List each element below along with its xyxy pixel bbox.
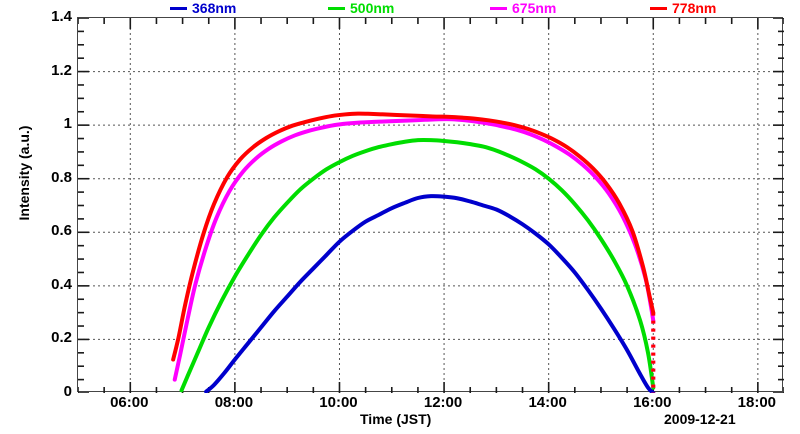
- x-tick-label: 06:00: [110, 394, 149, 411]
- legend-swatch-icon: [490, 7, 507, 10]
- y-tick-label: 0.4: [51, 275, 72, 293]
- chart-legend: 368nm 500nm 675nm 778nm: [0, 0, 800, 17]
- legend-swatch-icon: [170, 7, 187, 10]
- legend-swatch-icon: [650, 7, 667, 10]
- y-tick-label: 1.4: [51, 8, 72, 25]
- series-368nm: [204, 194, 656, 395]
- legend-item-500nm: 500nm: [328, 0, 394, 17]
- y-tick-label: 0.2: [51, 329, 72, 347]
- legend-item-778nm: 778nm: [650, 0, 716, 17]
- plot-canvas: [77, 17, 785, 395]
- series-778nm: [171, 111, 656, 393]
- chart-svg: [77, 17, 785, 395]
- x-axis-title: Time (JST): [360, 411, 432, 427]
- legend-label: 500nm: [350, 0, 395, 16]
- series-line-500nm: [179, 137, 656, 393]
- x-tick-label: 10:00: [319, 394, 358, 411]
- x-tick-label: 16:00: [633, 394, 672, 411]
- x-tick-label: 18:00: [737, 394, 777, 411]
- series-line-368nm: [204, 194, 656, 395]
- legend-label: 675nm: [512, 0, 557, 16]
- legend-label: 778nm: [672, 0, 717, 16]
- y-tick-label: 1: [63, 115, 72, 133]
- y-tick-label: 0.6: [51, 222, 72, 240]
- legend-item-368nm: 368nm: [170, 0, 236, 17]
- legend-label: 368nm: [192, 0, 237, 16]
- series-line-675nm: [172, 117, 656, 382]
- y-tick-label: 1.2: [51, 61, 72, 79]
- legend-swatch-icon: [328, 7, 345, 10]
- legend-item-675nm: 675nm: [490, 0, 556, 17]
- series-500nm: [179, 137, 656, 393]
- y-tick-label: 0.8: [51, 168, 72, 186]
- plot-area: [77, 17, 785, 395]
- series-675nm: [172, 117, 656, 393]
- series-line-778nm: [171, 111, 656, 362]
- x-tick-label: 08:00: [214, 394, 254, 411]
- date-annotation: 2009-12-21: [664, 411, 736, 427]
- y-tick-label: 0: [63, 383, 72, 400]
- x-tick-label: 14:00: [528, 394, 567, 411]
- x-tick-label: 12:00: [423, 394, 463, 411]
